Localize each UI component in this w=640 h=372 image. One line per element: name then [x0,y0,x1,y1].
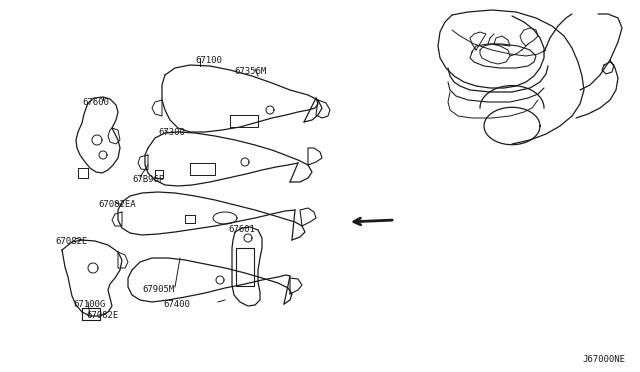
Text: 67601: 67601 [228,225,255,234]
Text: 67400: 67400 [163,300,190,309]
Text: 67082E: 67082E [86,311,118,320]
Text: 67100G: 67100G [73,300,105,309]
Text: 67082E: 67082E [55,237,87,246]
Text: J67000NE: J67000NE [582,355,625,364]
Text: 67300: 67300 [158,128,185,137]
Text: 67082EA: 67082EA [98,200,136,209]
Text: 67B96P: 67B96P [132,175,164,184]
Text: 67100: 67100 [195,56,222,65]
Text: 67905M: 67905M [142,285,174,294]
Text: 67600: 67600 [82,98,109,107]
Text: 67356M: 67356M [234,67,266,76]
